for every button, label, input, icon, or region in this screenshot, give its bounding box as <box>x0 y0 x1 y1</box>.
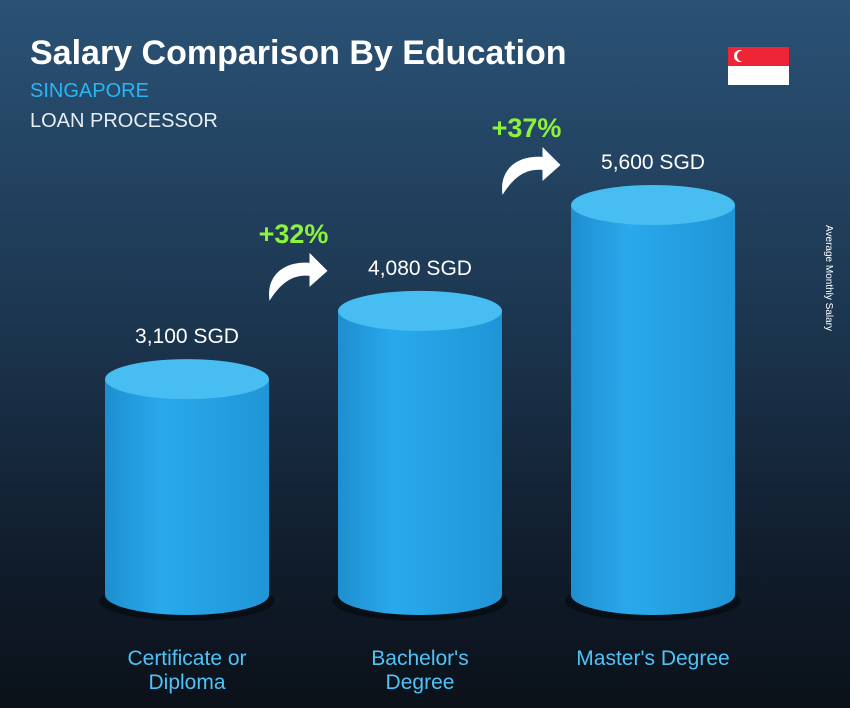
change-arrow <box>502 147 561 195</box>
x-tick-label: Certificate or Diploma <box>127 647 247 694</box>
change-label: +32% <box>259 219 329 249</box>
bar-part <box>338 290 502 331</box>
y-axis-label: Average Monthly Salary <box>823 225 834 331</box>
bar <box>99 359 275 621</box>
flag <box>728 47 789 85</box>
value-label: 4,080 SGD <box>368 257 472 280</box>
change-label: +37% <box>492 113 562 143</box>
job-title: LOAN PROCESSOR <box>30 110 218 132</box>
subtitle: SINGAPORE <box>30 80 149 102</box>
bar <box>565 185 741 621</box>
bar-part <box>105 379 269 615</box>
value-label: 5,600 SGD <box>601 151 705 174</box>
chart-title: Salary Comparison By Education <box>30 34 567 72</box>
bar-part <box>571 205 735 615</box>
bar-part <box>571 185 735 225</box>
bar-part <box>105 359 269 400</box>
x-tick-label: Bachelor's Degree <box>371 647 469 694</box>
change-arrow <box>269 252 328 301</box>
bar-part <box>338 310 502 615</box>
value-label: 3,100 SGD <box>135 325 239 348</box>
x-tick-label: Master's Degree <box>576 647 730 670</box>
bar <box>332 290 508 621</box>
